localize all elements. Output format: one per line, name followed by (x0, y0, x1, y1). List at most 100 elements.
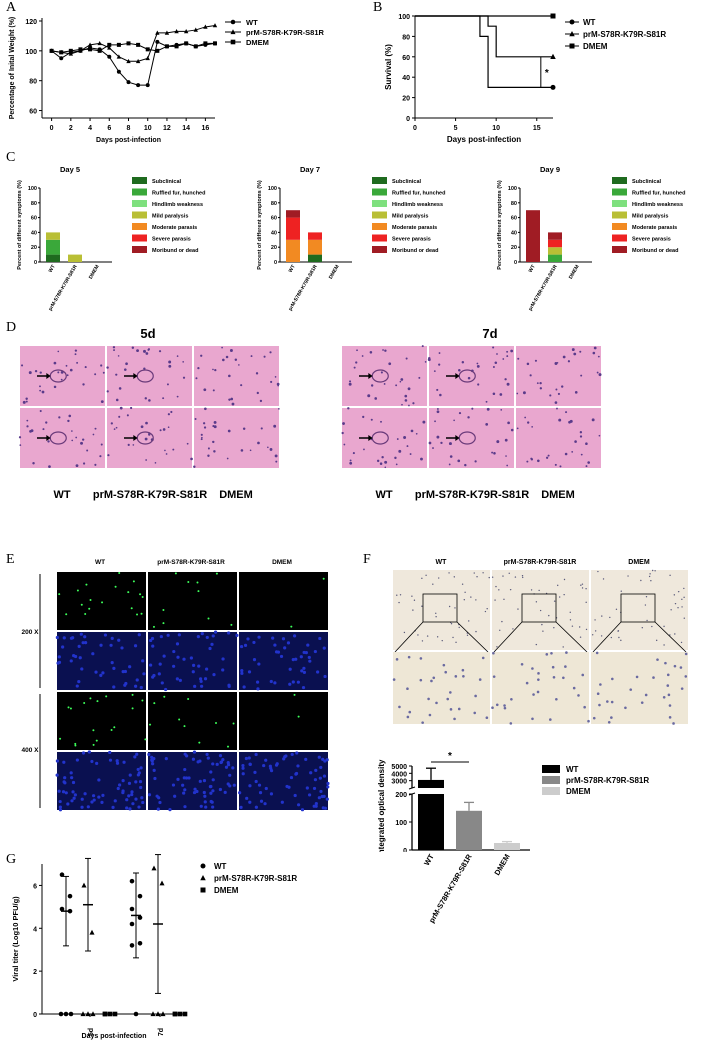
dapi-dot (110, 636, 114, 640)
legend-label: DMEM (583, 42, 608, 51)
dapi-dot (205, 752, 209, 757)
virus-signal-dot (105, 695, 108, 698)
nucleus-dot (269, 448, 273, 451)
virus-signal-dot (130, 607, 133, 610)
cell-dot (649, 573, 651, 575)
nucleus-dot (42, 428, 45, 431)
virus-signal-dot (183, 725, 186, 728)
cell-dot (462, 674, 465, 678)
dapi-dot (198, 759, 202, 763)
data-point (87, 42, 93, 47)
dapi-dot (91, 652, 95, 656)
data-point (177, 1011, 183, 1017)
dapi-dot (211, 762, 215, 766)
virus-signal-dot (131, 707, 134, 710)
zoom-line (555, 621, 588, 653)
virus-signal-dot (163, 695, 166, 698)
legend-swatch (372, 211, 387, 219)
dapi-dot (116, 786, 120, 791)
fluorescence-tile (148, 632, 237, 690)
legend-label: Moderate parasis (152, 225, 197, 231)
legend-swatch (612, 223, 627, 230)
cell-dot (435, 612, 437, 614)
data-point (193, 44, 198, 49)
column-label: WT (95, 559, 105, 566)
dapi-dot (130, 792, 134, 797)
cell-dot (413, 599, 416, 601)
dapi-dot (309, 771, 313, 775)
nucleus-dot (388, 362, 392, 366)
dapi-dot (255, 680, 260, 684)
dapi-dot (228, 773, 232, 777)
dapi-dot (182, 657, 186, 661)
dapi-dot (258, 791, 263, 795)
cell-dot (453, 576, 456, 578)
nucleus-dot (370, 418, 373, 421)
x-tick-label: 5d (88, 1028, 95, 1036)
virus-signal-dot (101, 601, 104, 604)
cell-dot (542, 630, 544, 632)
dapi-dot (142, 672, 146, 676)
nucleus-dot (496, 440, 500, 444)
panel-label-d: D (6, 320, 17, 335)
nucleus-dot (401, 403, 403, 406)
dapi-dot (147, 752, 151, 757)
dapi-dot (307, 793, 312, 797)
nucleus-dot (197, 367, 200, 370)
dapi-dot (124, 681, 128, 686)
cell-dot (531, 667, 534, 670)
cell-dot (452, 636, 454, 639)
cell-dot (468, 620, 470, 622)
nucleus-dot (76, 361, 79, 364)
nucleus-dot (383, 383, 386, 385)
cell-dot (577, 694, 580, 697)
legend-swatch (612, 234, 627, 242)
cell-dot (485, 716, 489, 720)
he-image-tile (20, 346, 105, 406)
nucleus-dot (203, 388, 207, 392)
legend-swatch (132, 246, 147, 253)
fluorescence-tile (148, 572, 237, 630)
nucleus-dot (367, 394, 371, 398)
cell-dot (473, 711, 477, 715)
nucleus-dot (240, 384, 243, 387)
cell-dot (669, 574, 671, 577)
nucleus-dot (524, 416, 527, 419)
x-tick-label: 0 (50, 125, 54, 132)
group-title-5d: 5d (140, 326, 155, 341)
nucleus-dot (158, 350, 162, 353)
nucleus-dot (172, 448, 175, 451)
cell-dot (398, 705, 401, 709)
cell-dot (627, 575, 629, 577)
cell-dot (640, 579, 642, 582)
fluorescence-tile (57, 572, 146, 630)
cell-dot (427, 697, 430, 701)
dapi-dot (193, 684, 197, 688)
dapi-dot (137, 633, 141, 637)
cell-dot (672, 722, 675, 725)
nucleus-dot (115, 398, 119, 402)
data-point (97, 48, 102, 53)
virus-signal-dot (74, 742, 77, 745)
arrow-head-icon (455, 435, 460, 441)
nucleus-dot (182, 376, 186, 379)
nucleus-dot (34, 369, 38, 373)
nucleus-dot (342, 422, 345, 425)
panel-label-g: G (6, 852, 17, 867)
category-label: WT (48, 264, 57, 274)
cell-dot (585, 588, 587, 590)
cell-dot (666, 684, 670, 687)
legend-label: Mild paralysis (632, 214, 668, 220)
dapi-dot (90, 800, 94, 804)
dapi-dot (322, 646, 326, 650)
cell-dot (531, 717, 534, 721)
nucleus-dot (242, 427, 246, 430)
cell-dot (670, 609, 672, 611)
dapi-dot (168, 808, 172, 812)
cell-dot (618, 636, 620, 639)
nucleus-dot (499, 393, 503, 396)
nucleus-dot (432, 447, 434, 450)
dapi-dot (162, 654, 166, 658)
series-line (51, 24, 216, 62)
dapi-dot (199, 804, 203, 808)
